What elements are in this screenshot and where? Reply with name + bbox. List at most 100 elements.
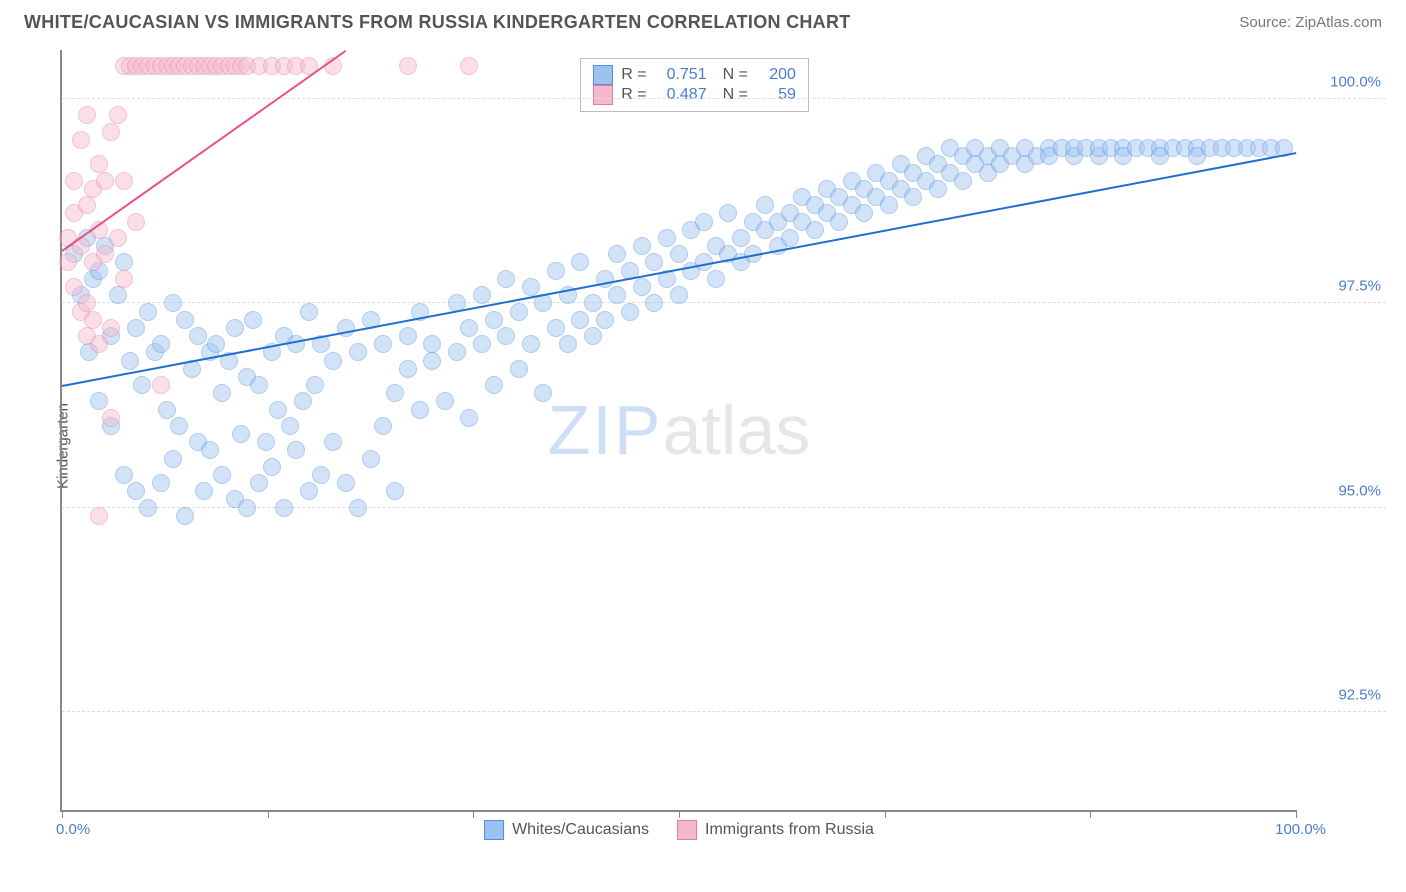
data-point bbox=[287, 335, 305, 353]
data-point bbox=[399, 360, 417, 378]
data-point bbox=[59, 253, 77, 271]
x-tick bbox=[62, 810, 63, 818]
data-point bbox=[324, 352, 342, 370]
data-point bbox=[90, 392, 108, 410]
data-point bbox=[226, 319, 244, 337]
data-point bbox=[399, 327, 417, 345]
data-point bbox=[250, 376, 268, 394]
legend-n-value: 200 bbox=[756, 66, 796, 84]
legend-n-value: 59 bbox=[756, 86, 796, 104]
data-point bbox=[423, 352, 441, 370]
data-point bbox=[244, 311, 262, 329]
chart-title: WHITE/CAUCASIAN VS IMMIGRANTS FROM RUSSI… bbox=[24, 12, 851, 33]
data-point bbox=[374, 417, 392, 435]
data-point bbox=[584, 327, 602, 345]
data-point bbox=[164, 450, 182, 468]
data-point bbox=[423, 335, 441, 353]
data-point bbox=[522, 335, 540, 353]
trend-line bbox=[61, 50, 346, 252]
data-point bbox=[189, 327, 207, 345]
data-point bbox=[306, 376, 324, 394]
data-point bbox=[152, 335, 170, 353]
data-point bbox=[238, 499, 256, 517]
data-point bbox=[645, 253, 663, 271]
data-point bbox=[608, 286, 626, 304]
legend-swatch bbox=[593, 85, 613, 105]
data-point bbox=[90, 155, 108, 173]
y-tick-label: 100.0% bbox=[1330, 74, 1381, 91]
data-point bbox=[571, 253, 589, 271]
data-point bbox=[349, 343, 367, 361]
data-point bbox=[109, 106, 127, 124]
stats-legend-row: R =0.487N =59 bbox=[593, 85, 796, 105]
watermark: ZIPatlas bbox=[548, 390, 811, 470]
y-tick-label: 92.5% bbox=[1338, 686, 1381, 703]
data-point bbox=[109, 229, 127, 247]
data-point bbox=[78, 106, 96, 124]
data-point bbox=[121, 352, 139, 370]
bottom-legend-item: Whites/Caucasians bbox=[484, 820, 649, 840]
data-point bbox=[633, 278, 651, 296]
data-point bbox=[374, 335, 392, 353]
data-point bbox=[448, 343, 466, 361]
gridline bbox=[62, 507, 1386, 508]
data-point bbox=[213, 384, 231, 402]
data-point bbox=[102, 409, 120, 427]
data-point bbox=[460, 319, 478, 337]
data-point bbox=[127, 482, 145, 500]
data-point bbox=[497, 270, 515, 288]
data-point bbox=[275, 499, 293, 517]
data-point bbox=[287, 441, 305, 459]
x-axis-end-label: 100.0% bbox=[1275, 821, 1326, 838]
data-point bbox=[115, 466, 133, 484]
data-point bbox=[645, 294, 663, 312]
data-point bbox=[473, 286, 491, 304]
data-point bbox=[473, 335, 491, 353]
data-point bbox=[281, 417, 299, 435]
stats-legend-row: R =0.751N =200 bbox=[593, 65, 796, 85]
data-point bbox=[176, 311, 194, 329]
trend-line bbox=[62, 152, 1296, 387]
data-point bbox=[386, 384, 404, 402]
data-point bbox=[781, 229, 799, 247]
legend-r-label: R = bbox=[621, 66, 646, 84]
data-point bbox=[127, 213, 145, 231]
data-point bbox=[115, 270, 133, 288]
y-tick-label: 97.5% bbox=[1338, 278, 1381, 295]
gridline bbox=[62, 302, 1386, 303]
data-point bbox=[855, 204, 873, 222]
watermark-zip: ZIP bbox=[548, 391, 663, 469]
x-tick bbox=[885, 810, 886, 818]
data-point bbox=[102, 319, 120, 337]
data-point bbox=[96, 245, 114, 263]
data-point bbox=[559, 335, 577, 353]
legend-r-value: 0.751 bbox=[655, 66, 707, 84]
data-point bbox=[324, 433, 342, 451]
data-point bbox=[719, 204, 737, 222]
data-point bbox=[232, 425, 250, 443]
data-point bbox=[411, 401, 429, 419]
x-axis-start-label: 0.0% bbox=[56, 821, 90, 838]
gridline bbox=[62, 98, 1386, 99]
data-point bbox=[460, 409, 478, 427]
data-point bbox=[399, 57, 417, 75]
data-point bbox=[300, 303, 318, 321]
data-point bbox=[72, 131, 90, 149]
data-point bbox=[294, 392, 312, 410]
y-tick-label: 95.0% bbox=[1338, 482, 1381, 499]
data-point bbox=[608, 245, 626, 263]
watermark-atlas: atlas bbox=[663, 391, 811, 469]
bottom-legend: Whites/CaucasiansImmigrants from Russia bbox=[484, 820, 874, 840]
data-point bbox=[571, 311, 589, 329]
data-point bbox=[170, 417, 188, 435]
data-point bbox=[954, 172, 972, 190]
x-tick bbox=[268, 810, 269, 818]
data-point bbox=[547, 319, 565, 337]
data-point bbox=[806, 221, 824, 239]
data-point bbox=[362, 450, 380, 468]
data-point bbox=[139, 499, 157, 517]
gridline bbox=[62, 711, 1386, 712]
x-tick bbox=[679, 810, 680, 818]
data-point bbox=[510, 303, 528, 321]
data-point bbox=[109, 286, 127, 304]
